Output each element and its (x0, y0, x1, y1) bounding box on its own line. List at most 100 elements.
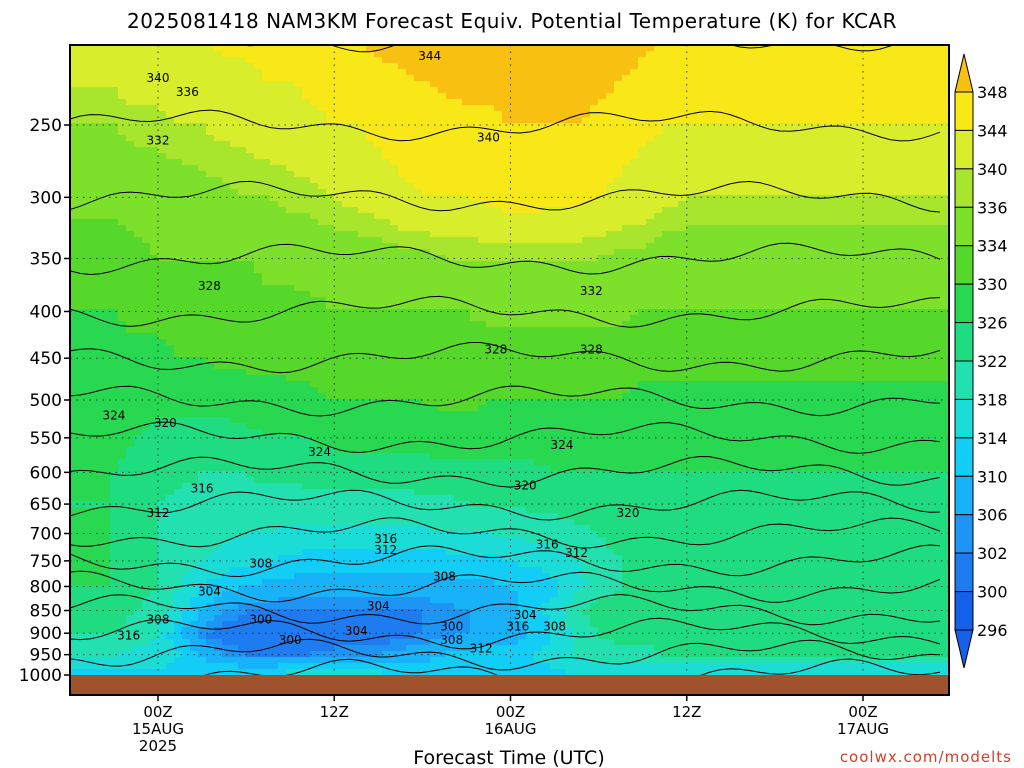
heat-cell (494, 153, 503, 160)
heat-cell (534, 81, 543, 88)
heat-cell (406, 165, 415, 172)
heat-cell (166, 177, 175, 184)
heat-cell (870, 267, 879, 274)
heat-cell (422, 231, 431, 238)
heat-cell (398, 249, 407, 256)
heat-cell (134, 129, 143, 136)
heat-cell (710, 69, 719, 76)
heat-cell (510, 171, 519, 178)
heat-cell (534, 285, 543, 292)
heat-cell (470, 111, 479, 118)
heat-cell (758, 177, 767, 184)
heat-cell (790, 99, 799, 106)
heat-cell (110, 45, 119, 52)
heat-cell (798, 153, 807, 160)
heat-cell (110, 75, 119, 82)
heat-cell (142, 51, 151, 58)
heat-cell (206, 201, 215, 208)
heat-cell (806, 171, 815, 178)
heat-cell (174, 45, 183, 52)
heat-cell (766, 285, 775, 292)
heat-cell (214, 159, 223, 166)
heat-cell (342, 123, 351, 130)
heat-cell (390, 213, 399, 220)
heat-cell (526, 303, 535, 310)
heat-cell (598, 201, 607, 208)
heat-cell (910, 117, 919, 124)
heat-cell (694, 141, 703, 148)
heat-cell (294, 105, 303, 112)
heat-cell (518, 57, 527, 64)
heat-cell (686, 183, 695, 190)
heat-cell (934, 303, 943, 310)
heat-cell (222, 183, 231, 190)
heat-cell (814, 99, 823, 106)
heat-cell (222, 243, 231, 250)
heat-cell (118, 225, 127, 232)
heat-cell (606, 105, 615, 112)
heat-cell (350, 63, 359, 70)
heat-cell (454, 291, 463, 298)
heat-cell (302, 183, 311, 190)
heat-cell (406, 93, 415, 100)
heat-cell (166, 141, 175, 148)
heat-cell (118, 213, 127, 220)
heat-cell (142, 225, 151, 232)
heat-cell (886, 171, 895, 178)
heat-cell (606, 309, 615, 316)
heat-cell (318, 249, 327, 256)
heat-cell (294, 111, 303, 118)
heat-cell (182, 273, 191, 280)
heat-cell (318, 243, 327, 250)
heat-cell (446, 105, 455, 112)
heat-cell (494, 279, 503, 286)
heat-cell (198, 135, 207, 142)
heat-cell (878, 99, 887, 106)
heat-cell (86, 261, 95, 268)
heat-cell (494, 93, 503, 100)
heat-cell (414, 135, 423, 142)
heat-cell (278, 111, 287, 118)
heat-cell (862, 117, 871, 124)
heat-cell (414, 291, 423, 298)
heat-cell (646, 243, 655, 250)
heat-cell (350, 123, 359, 130)
heat-cell (318, 297, 327, 304)
heat-cell (606, 51, 615, 58)
heat-cell (942, 159, 949, 166)
heat-cell (822, 219, 831, 226)
heat-cell (518, 267, 527, 274)
heat-cell (182, 315, 191, 322)
heat-cell (774, 249, 783, 256)
heat-cell (518, 285, 527, 292)
heat-cell (302, 117, 311, 124)
heat-cell (854, 207, 863, 214)
heat-cell (574, 63, 583, 70)
heat-cell (910, 183, 919, 190)
heat-cell (870, 141, 879, 148)
heat-cell (366, 261, 375, 268)
heat-cell (750, 63, 759, 70)
heat-cell (582, 135, 591, 142)
heat-cell (318, 207, 327, 214)
heat-cell (414, 99, 423, 106)
heat-cell (830, 309, 839, 316)
heat-cell (414, 159, 423, 166)
heat-cell (486, 99, 495, 106)
heat-cell (150, 231, 159, 238)
heat-cell (302, 231, 311, 238)
heat-cell (550, 285, 559, 292)
heat-cell (646, 135, 655, 142)
heat-cell (174, 117, 183, 124)
heat-cell (566, 177, 575, 184)
heat-cell (214, 117, 223, 124)
heat-cell (886, 219, 895, 226)
heat-cell (798, 189, 807, 196)
heat-cell (590, 153, 599, 160)
heat-cell (550, 105, 559, 112)
heat-cell (830, 57, 839, 64)
heat-cell (822, 147, 831, 154)
heat-cell (766, 207, 775, 214)
heat-cell (886, 279, 895, 286)
heat-cell (710, 171, 719, 178)
